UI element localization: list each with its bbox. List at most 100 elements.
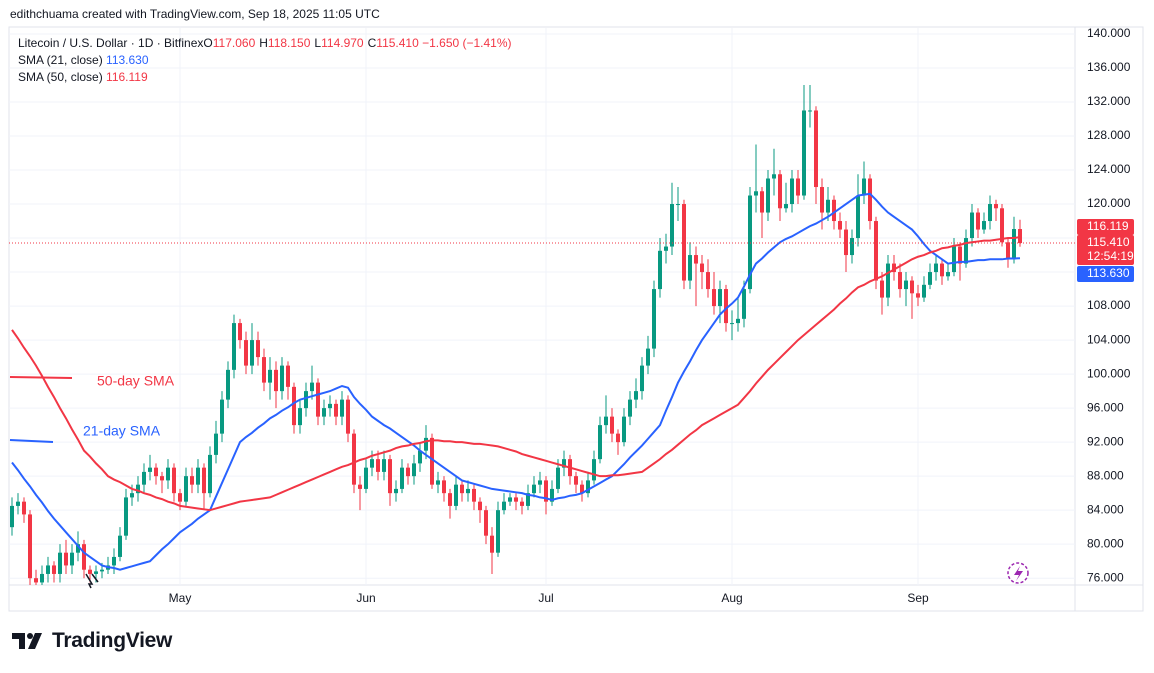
price-tag-label: 116.119 <box>1087 219 1129 233</box>
x-tick-label: Jul <box>538 591 553 605</box>
legend: Litecoin / U.S. Dollar · 1D · BitfinexO1… <box>18 35 512 86</box>
candle-body <box>604 416 608 426</box>
candle-body <box>484 510 488 536</box>
candle-body <box>814 110 818 188</box>
candle-body <box>994 204 998 209</box>
candle-body <box>280 365 284 392</box>
ohlc-value: 114.970 <box>321 36 364 50</box>
y-tick-label: 100.000 <box>1087 366 1131 380</box>
candle-body <box>436 480 440 485</box>
candle-body <box>34 578 38 583</box>
candle-body <box>418 450 422 464</box>
candle-body <box>304 391 308 409</box>
candle-body <box>490 535 494 553</box>
ohlc-value: 117.060 <box>212 36 256 50</box>
candle-body <box>16 501 20 506</box>
brand-logo <box>12 633 42 649</box>
candle-body <box>598 425 602 460</box>
candle-body <box>214 433 218 455</box>
y-tick-label: 140.000 <box>1087 26 1131 40</box>
candle-body <box>208 454 212 494</box>
candle-body <box>706 272 710 290</box>
candle-body <box>832 199 836 222</box>
candle-body <box>940 263 944 277</box>
candle-body <box>514 497 518 502</box>
candle-body <box>400 467 404 489</box>
candle-body <box>466 488 470 494</box>
x-tick-label: Aug <box>721 591 742 605</box>
y-tick-label: 136.000 <box>1087 60 1131 74</box>
lightning-icon[interactable] <box>1007 562 1029 584</box>
credit: edithchuama created with TradingView.com… <box>10 7 380 21</box>
ohlc-value: 115.410 <box>376 36 419 50</box>
candle-body <box>874 221 878 281</box>
y-tick-label: 76.000 <box>1087 570 1124 584</box>
price-tag <box>1077 235 1134 266</box>
candle-body <box>628 399 632 417</box>
sma-line <box>11 192 1021 571</box>
y-tick-label: 96.000 <box>1087 400 1124 414</box>
candle-body <box>28 514 32 579</box>
candle-body <box>358 484 362 489</box>
candle-body <box>802 110 806 196</box>
candle-body <box>424 437 428 451</box>
candle-body <box>712 289 716 307</box>
legend-entry: SMA (21, close) <box>18 53 103 67</box>
candle-body <box>934 263 938 273</box>
y-tick-label: 124.000 <box>1087 162 1131 176</box>
candle-body <box>562 459 566 468</box>
candle-body <box>22 501 26 515</box>
candle-body <box>148 467 152 472</box>
candle-body <box>916 293 920 298</box>
y-tick-label: 80.000 <box>1087 536 1124 550</box>
candle-body <box>784 204 788 209</box>
candle-body <box>886 263 890 298</box>
candle-body <box>430 437 434 485</box>
candle-body <box>520 501 524 506</box>
candle-body <box>382 459 386 472</box>
candle-body <box>1000 208 1004 243</box>
candle-body <box>730 323 734 325</box>
candle-body <box>838 221 842 230</box>
candle-body <box>808 110 812 112</box>
candle-body <box>556 467 560 489</box>
candle-body <box>592 459 596 481</box>
candle-body <box>496 510 500 553</box>
annotation: 21-day SMA <box>83 423 161 439</box>
candle-body <box>70 552 74 566</box>
candle-body <box>964 238 968 264</box>
candle-body <box>892 263 896 273</box>
frame <box>8 26 1144 612</box>
candle-body <box>388 459 392 494</box>
candle-body <box>922 284 926 298</box>
candle-body <box>652 289 656 349</box>
candle-body <box>220 399 224 434</box>
countdown: 12:54:19 <box>1087 249 1134 263</box>
candle-body <box>364 467 368 489</box>
y-tick-label: 104.000 <box>1087 332 1131 346</box>
candle-body <box>244 340 248 366</box>
candle-body <box>580 484 584 494</box>
candle-body <box>682 204 686 281</box>
x-tick-label: Jun <box>356 591 375 605</box>
annotation: 50-day SMA <box>97 373 175 389</box>
candle-body <box>700 263 704 273</box>
candle-body <box>406 467 410 477</box>
candle-body <box>688 255 692 281</box>
candle-body <box>904 280 908 290</box>
candle-body <box>190 476 194 485</box>
candle-body <box>544 480 548 502</box>
candle-body <box>412 463 416 477</box>
candle-body <box>1012 229 1016 260</box>
candle-body <box>1018 229 1022 244</box>
candle-body <box>928 272 932 285</box>
change: −1.650 (−1.41%) <box>422 36 512 50</box>
candle-body <box>328 403 332 409</box>
y-tick-label: 132.000 <box>1087 94 1131 108</box>
candle-body <box>130 493 134 498</box>
candle-body <box>532 484 536 494</box>
x-tick-label: May <box>169 591 192 605</box>
candle-body <box>292 386 296 426</box>
candle-body <box>310 382 314 392</box>
